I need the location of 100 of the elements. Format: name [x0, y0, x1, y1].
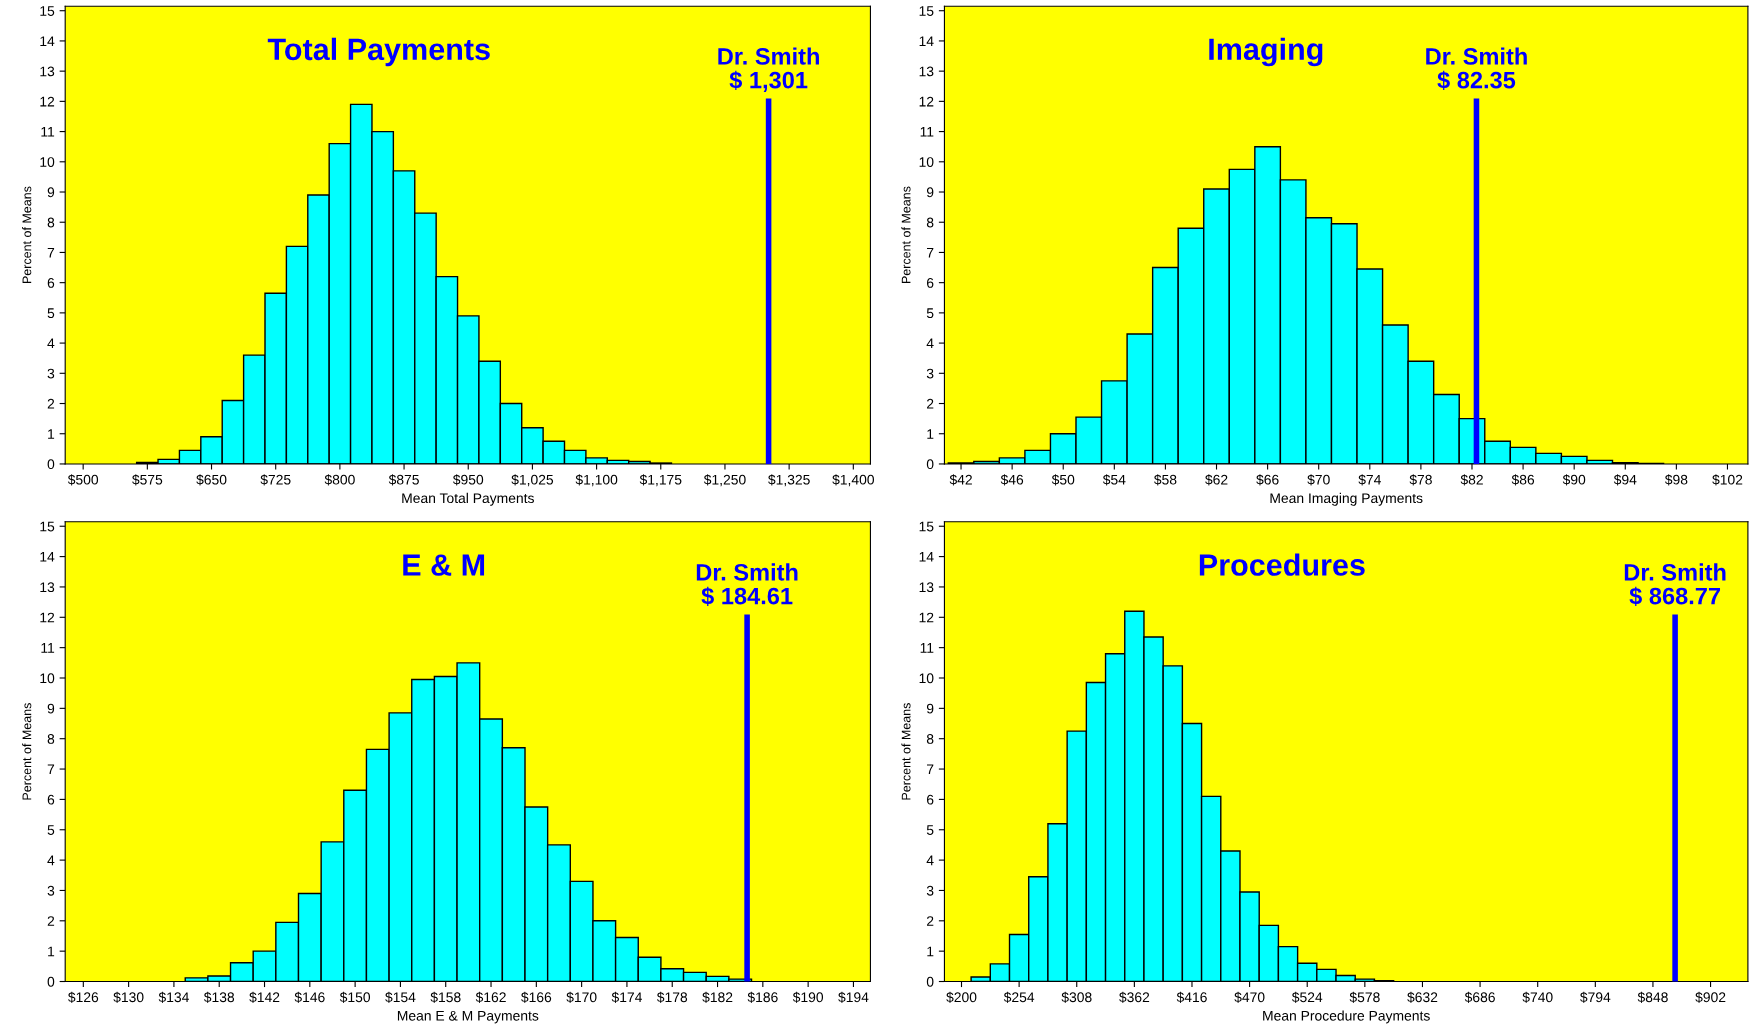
y-tick-label: 15: [40, 6, 55, 16]
y-tick-label: 15: [919, 521, 934, 532]
x-tick-label: $362: [1119, 991, 1150, 1003]
y-tick-label: 12: [40, 96, 55, 107]
y-tick-label: 9: [926, 187, 934, 198]
y-tick-label: 14: [919, 36, 934, 46]
x-tick-label: $142: [249, 991, 280, 1003]
y-tick-label: 2: [47, 916, 55, 926]
y-tick-label: 13: [40, 66, 55, 77]
x-axis-title: Mean Total Payments: [402, 492, 534, 506]
y-axis-title: Percent of Means: [901, 703, 911, 800]
y-tick-label: 6: [47, 794, 55, 805]
x-axis-title: Mean E & M Payments: [397, 1010, 539, 1024]
y-tick-label: 2: [47, 398, 55, 409]
x-tick-label: $194: [838, 991, 869, 1003]
x-tick-label: $102: [1712, 474, 1743, 486]
text: E & M: [403, 554, 485, 576]
y-tick-label: 0: [47, 459, 55, 470]
y-tick-label: 9: [926, 703, 934, 714]
x-tick-label: $1,400: [832, 474, 875, 487]
y-tick-label: 3: [47, 885, 55, 896]
y-tick-label: 9: [47, 187, 55, 198]
x-tick-label: $1,325: [768, 474, 810, 487]
y-tick-label: 13: [919, 66, 934, 77]
x-tick-label: $182: [702, 991, 733, 1003]
x-tick-label: $575: [132, 474, 163, 486]
x-tick-label: $50: [1051, 474, 1075, 486]
x-tick-label: $632: [1407, 991, 1438, 1003]
x-tick-label: $902: [1695, 991, 1726, 1003]
x-tick-label: $800: [324, 474, 355, 486]
y-tick-label: 3: [47, 368, 55, 379]
y-tick-label: 1: [48, 429, 55, 439]
y-tick-label: 1: [927, 946, 934, 957]
x-tick-label: $94: [1613, 474, 1637, 486]
x-tick-label: $174: [611, 991, 642, 1003]
y-tick-label: 4: [47, 338, 55, 349]
x-tick-label: $254: [1003, 991, 1035, 1003]
x-tick-label: $308: [1061, 991, 1092, 1003]
x-tick-label: $74: [1358, 474, 1381, 486]
x-tick-label: $82: [1460, 474, 1483, 486]
x-tick-label: $170: [566, 991, 597, 1003]
y-axis-title: Percent of Means: [22, 703, 32, 800]
x-tick-label: $58: [1153, 474, 1177, 486]
y-axis-title: Percent of Means: [901, 186, 911, 284]
x-axis-title: Mean Imaging Payments: [1270, 492, 1423, 506]
y-tick-label: 12: [919, 612, 934, 623]
x-tick-label: $150: [339, 991, 371, 1003]
x-tick-label: $524: [1291, 991, 1323, 1003]
x-tick-label: $98: [1664, 474, 1688, 486]
y-tick-label: 5: [926, 825, 934, 835]
y-tick-label: 12: [40, 612, 55, 623]
y-tick-label: 1: [927, 429, 934, 439]
x-tick-label: $470: [1234, 991, 1265, 1003]
x-tick-label: $740: [1522, 991, 1553, 1003]
y-tick-label: 14: [40, 36, 55, 46]
text: Procedures: [1199, 553, 1365, 576]
x-tick-label: $794: [1580, 991, 1611, 1003]
y-tick-label: 14: [919, 552, 934, 562]
x-tick-label: $578: [1349, 991, 1380, 1003]
y-tick-label: 0: [47, 976, 55, 987]
y-tick-label: 6: [47, 277, 55, 288]
x-tick-label: $70: [1307, 474, 1330, 486]
y-tick-label: 10: [919, 157, 934, 167]
x-tick-label: $725: [260, 474, 291, 486]
x-tick-label: $178: [656, 991, 688, 1003]
y-tick-label: 8: [926, 217, 934, 228]
text: Total Payments: [267, 37, 490, 67]
y-tick-label: 14: [40, 552, 55, 562]
x-tick-label: $186: [747, 991, 778, 1003]
y-tick-label: 8: [926, 734, 934, 744]
y-tick-label: 4: [47, 855, 55, 866]
y-tick-label: 2: [926, 916, 934, 926]
x-tick-label: $875: [388, 474, 419, 486]
x-tick-label: $950: [452, 474, 484, 486]
y-tick-label: 7: [927, 247, 934, 258]
x-tick-label: $146: [294, 991, 325, 1003]
x-tick-label: $138: [203, 991, 235, 1003]
x-tick-label: $500: [67, 474, 99, 486]
x-tick-label: $686: [1464, 991, 1495, 1003]
x-tick-label: $1,025: [511, 474, 554, 487]
x-tick-label: $62: [1205, 474, 1228, 486]
x-tick-label: $46: [1000, 474, 1024, 486]
y-tick-label: 8: [47, 217, 55, 228]
x-tick-label: $162: [475, 991, 506, 1003]
y-tick-label: 15: [40, 521, 55, 532]
y-tick-label: 5: [47, 308, 55, 319]
text: Imaging: [1209, 37, 1323, 67]
y-tick-label: 7: [47, 247, 55, 258]
y-tick-label: 5: [926, 308, 934, 319]
x-tick-label: $200: [946, 991, 977, 1003]
y-tick-label: 15: [919, 6, 934, 16]
x-tick-label: $66: [1256, 474, 1279, 486]
ref-line-label: Dr. Smith $ 1,301: [718, 47, 819, 92]
y-tick-label: 3: [926, 885, 934, 896]
y-tick-label: 10: [919, 673, 934, 684]
y-tick-label: 7: [927, 764, 934, 775]
ref-line-label: Dr. Smith $ 868.77: [1624, 563, 1726, 606]
y-tick-label: 6: [927, 277, 934, 288]
y-tick-label: 11: [920, 127, 934, 137]
y-tick-label: 8: [47, 734, 55, 744]
